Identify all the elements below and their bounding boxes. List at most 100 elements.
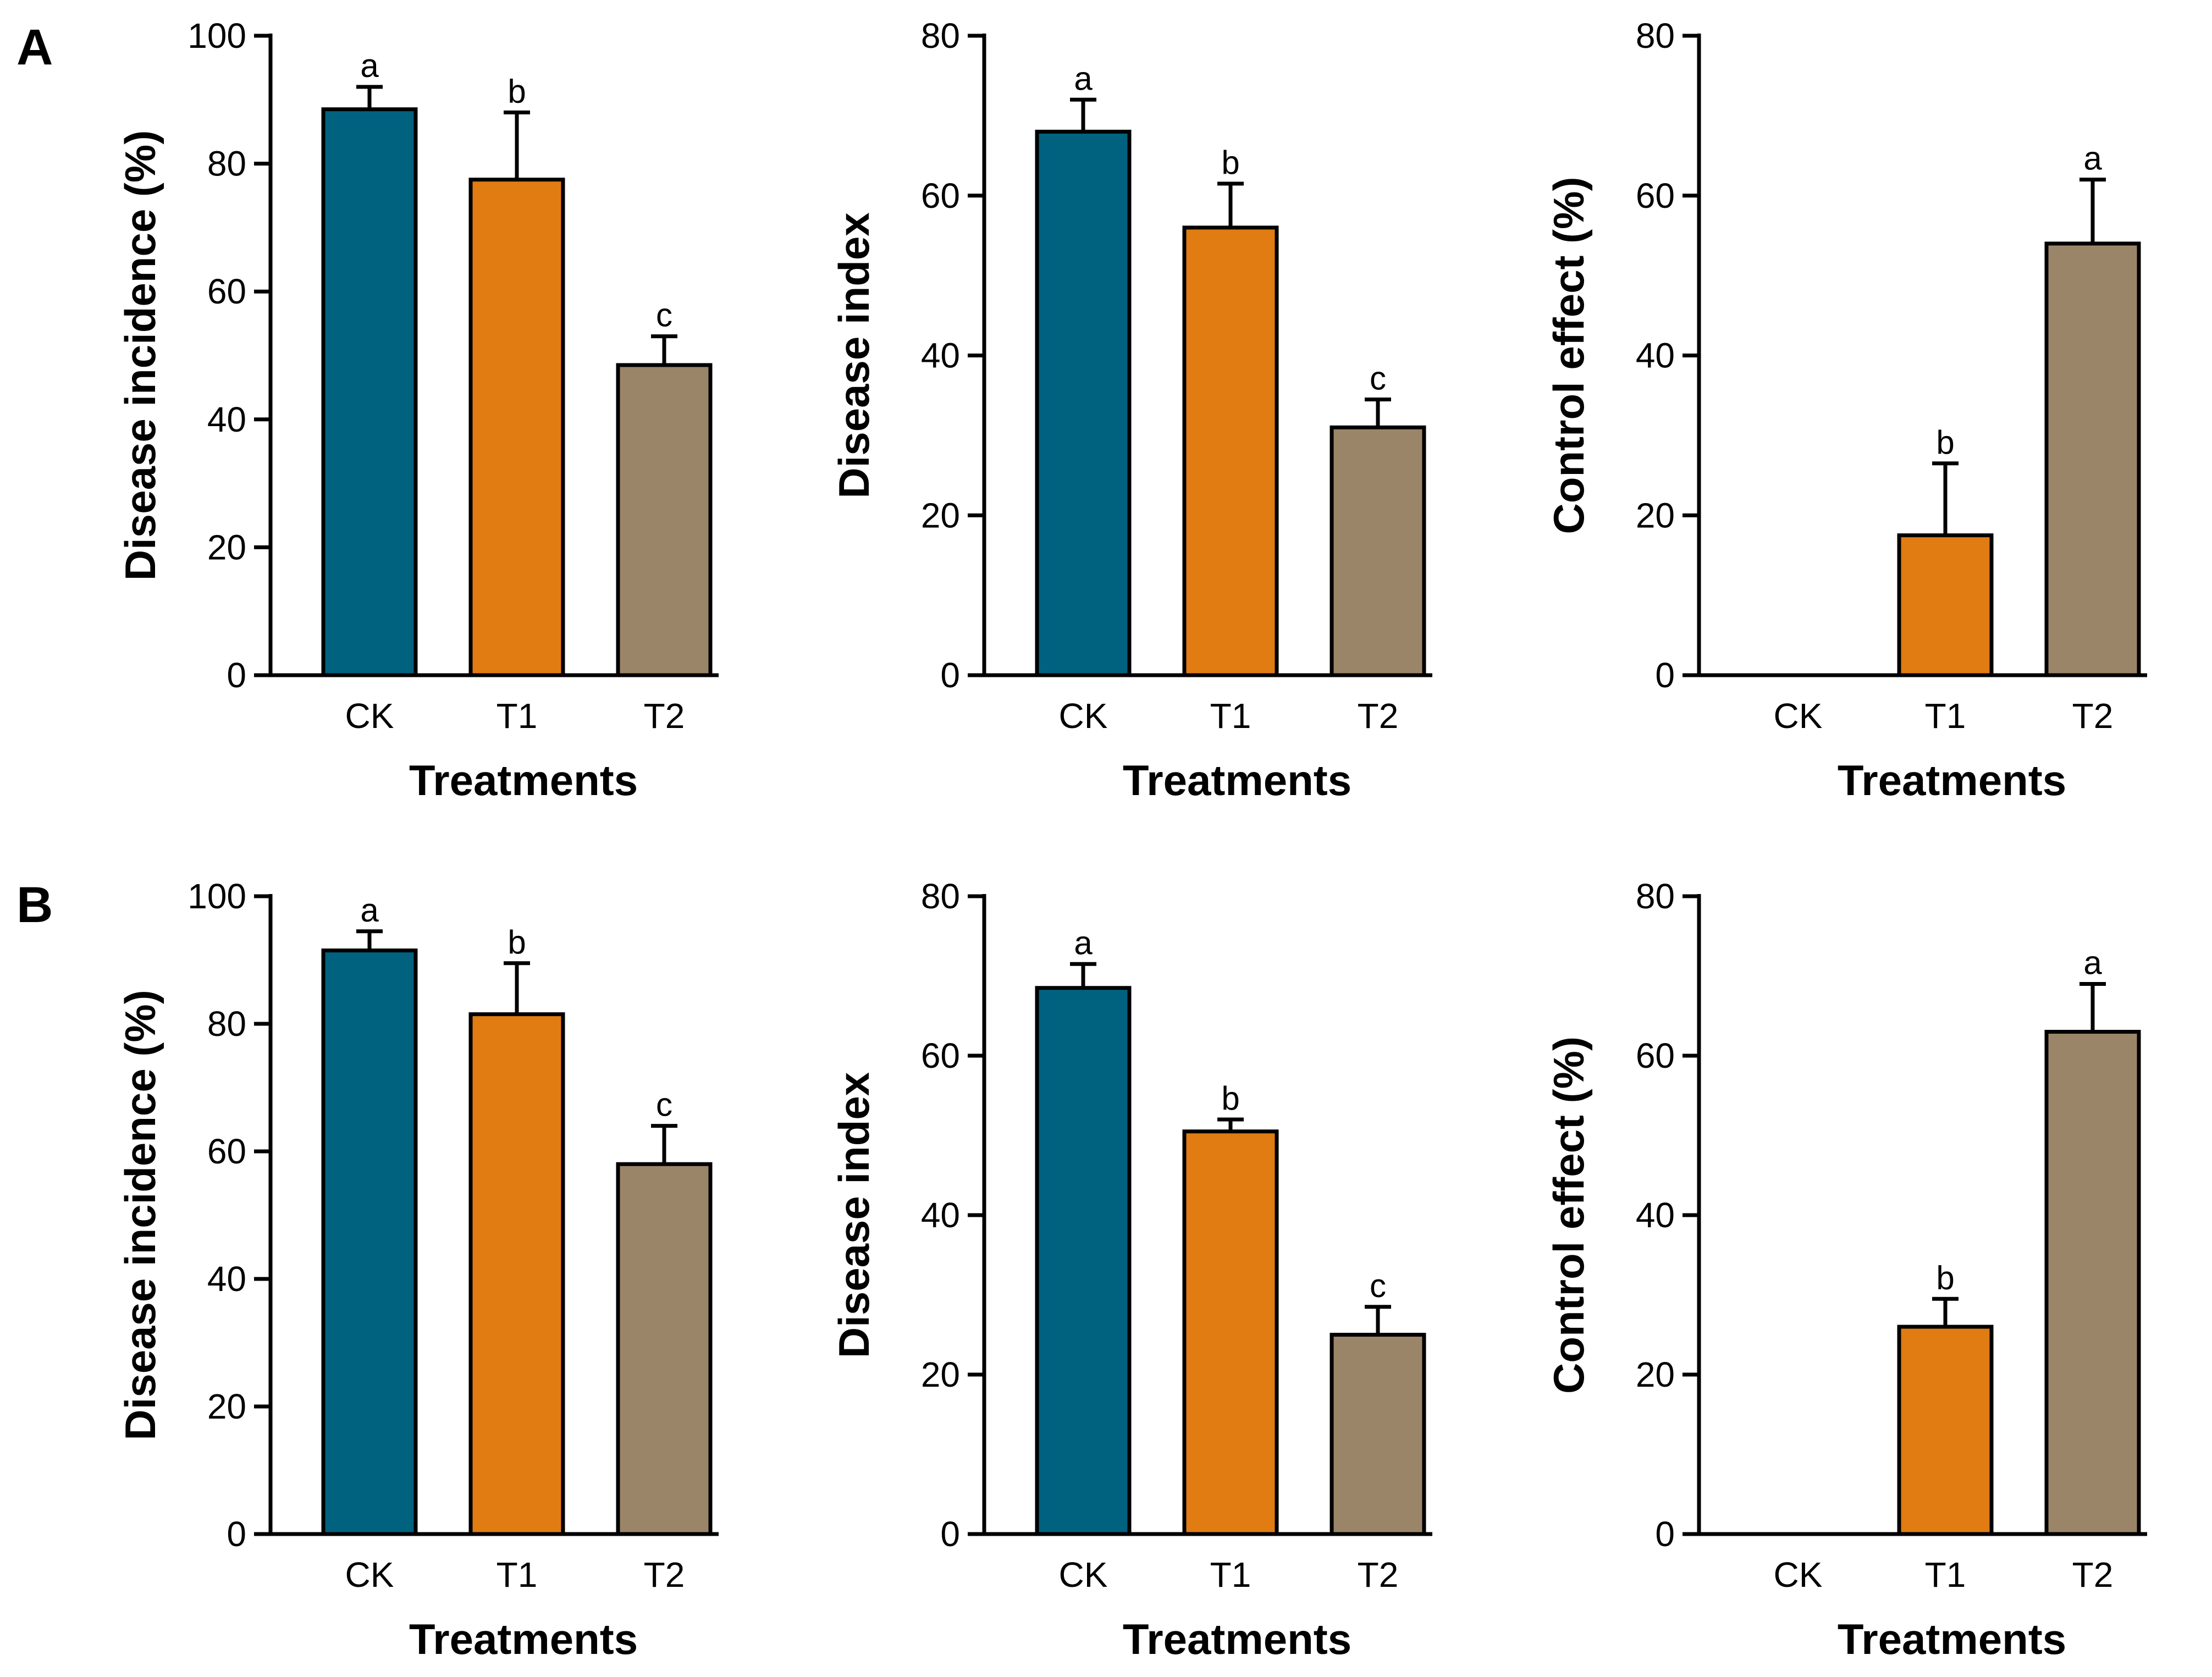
- y-tick-label: 80: [1636, 876, 1675, 916]
- bar-t2: [2044, 1030, 2141, 1536]
- chart-3: CK b T1 a T2 0 20 40 60 80 Treatments Control effec…: [1544, 16, 2147, 804]
- x-tick-label-ck: CK: [1059, 696, 1108, 736]
- y-tick-label: 60: [207, 272, 246, 311]
- y-axis-title: Control effect (%): [1544, 177, 1593, 534]
- y-axis-title: Disease index: [830, 1072, 878, 1358]
- x-tick-label-ck: CK: [1059, 1555, 1108, 1595]
- y-tick-label: 60: [207, 1132, 246, 1171]
- y-tick-label: 20: [921, 1355, 960, 1394]
- x-tick-label-t1: T1: [1925, 696, 1966, 736]
- significance-letter-t2: c: [656, 297, 672, 334]
- y-tick-label: 0: [227, 655, 246, 695]
- significance-letter-ck: a: [1074, 60, 1093, 97]
- x-tick-label-ck: CK: [1774, 1555, 1823, 1595]
- bar-ck: [1035, 129, 1132, 677]
- x-tick-label-t1: T1: [497, 1555, 538, 1595]
- x-tick-label-t2: T2: [2072, 696, 2114, 736]
- panel-label-a: A: [16, 19, 53, 75]
- y-tick-label: 0: [1655, 1514, 1675, 1554]
- x-axis-title: Treatments: [1838, 1615, 2066, 1663]
- y-tick-label: 20: [1636, 495, 1675, 535]
- x-axis-title: Treatments: [1123, 1615, 1352, 1663]
- y-tick-label: 0: [940, 655, 960, 695]
- y-tick-label: 60: [921, 1036, 960, 1075]
- y-tick-label: 100: [187, 876, 246, 916]
- y-tick-label: 60: [921, 176, 960, 216]
- y-tick-label: 20: [1636, 1355, 1675, 1394]
- bar-ck: [321, 107, 418, 677]
- bar-t2: [616, 363, 713, 677]
- significance-letter-ck: a: [360, 892, 379, 929]
- bar-t1: [468, 178, 565, 677]
- y-tick-label: 0: [940, 1514, 960, 1554]
- significance-letter-t1: b: [508, 924, 526, 961]
- significance-letter-t1: b: [1936, 1259, 1954, 1296]
- x-tick-label-t1: T1: [1925, 1555, 1966, 1595]
- x-tick-label-ck: CK: [345, 1555, 394, 1595]
- significance-letter-t1: b: [1221, 144, 1239, 181]
- bar-t2: [2044, 241, 2141, 677]
- y-tick-label: 60: [1636, 1036, 1675, 1075]
- y-tick-label: 40: [1636, 336, 1675, 376]
- significance-letter-t2: a: [2083, 140, 2102, 177]
- y-tick-label: 80: [1636, 16, 1675, 56]
- x-axis-title: Treatments: [409, 756, 638, 804]
- y-axis-title: Control effect (%): [1544, 1036, 1593, 1394]
- chart-1: a CK b T1 c T2 0 20 40 60 80 100 Treatments Disease i…: [116, 16, 719, 804]
- significance-letter-t2: c: [656, 1086, 672, 1123]
- significance-letter-t1: b: [508, 73, 526, 110]
- y-tick-label: 40: [921, 1195, 960, 1235]
- chart-5: a CK b T1 c T2 0 20 40 60 80 Treatments Disease inde…: [830, 876, 1432, 1663]
- bar-t1: [468, 1012, 565, 1536]
- x-tick-label-t2: T2: [1358, 1555, 1399, 1595]
- x-tick-label-t1: T1: [1210, 696, 1251, 736]
- x-axis-title: Treatments: [1838, 756, 2066, 804]
- bar-t1: [1182, 1129, 1279, 1536]
- significance-letter-t2: a: [2083, 945, 2102, 981]
- bar-t2: [1330, 1333, 1426, 1536]
- bar-t1: [1897, 1325, 1994, 1536]
- y-tick-label: 20: [207, 1387, 246, 1426]
- bar-t2: [1330, 425, 1426, 677]
- y-tick-label: 80: [207, 144, 246, 184]
- significance-letter-t2: c: [1370, 1267, 1386, 1304]
- significance-letter-t2: c: [1370, 360, 1386, 396]
- y-tick-label: 80: [921, 876, 960, 916]
- significance-letter-ck: a: [1074, 924, 1093, 961]
- x-axis-title: Treatments: [409, 1615, 638, 1663]
- x-tick-label-t2: T2: [2072, 1555, 2114, 1595]
- bar-t1: [1897, 533, 1994, 677]
- x-tick-label-ck: CK: [345, 696, 394, 736]
- y-axis-title: Disease incidence (%): [116, 130, 164, 581]
- y-tick-label: 0: [227, 1514, 246, 1554]
- y-tick-label: 20: [207, 527, 246, 567]
- y-tick-label: 40: [207, 400, 246, 439]
- y-axis-title: Disease incidence (%): [116, 990, 164, 1440]
- y-tick-label: 40: [921, 336, 960, 376]
- x-tick-label-t2: T2: [1358, 696, 1399, 736]
- bar-ck: [321, 948, 418, 1536]
- y-tick-label: 40: [207, 1259, 246, 1299]
- x-tick-label-ck: CK: [1774, 696, 1823, 736]
- x-tick-label-t2: T2: [644, 1555, 685, 1595]
- x-axis-title: Treatments: [1123, 756, 1352, 804]
- bar-t1: [1182, 225, 1279, 677]
- significance-letter-ck: a: [360, 47, 379, 84]
- y-tick-label: 40: [1636, 1195, 1675, 1235]
- y-tick-label: 100: [187, 16, 246, 56]
- y-tick-label: 60: [1636, 176, 1675, 216]
- x-tick-label-t1: T1: [497, 696, 538, 736]
- panel-label-b: B: [16, 877, 53, 933]
- significance-letter-t1: b: [1936, 424, 1954, 461]
- y-tick-label: 80: [207, 1004, 246, 1044]
- x-tick-label-t1: T1: [1210, 1555, 1251, 1595]
- significance-letter-t1: b: [1221, 1080, 1239, 1117]
- bar-t2: [616, 1162, 713, 1536]
- chart-4: a CK b T1 c T2 0 20 40 60 80 100 Treatments Disease i…: [116, 876, 719, 1663]
- chart-6: CK b T1 a T2 0 20 40 60 80 Treatments Control effec…: [1544, 876, 2147, 1663]
- y-tick-label: 20: [921, 495, 960, 535]
- x-tick-label-t2: T2: [644, 696, 685, 736]
- chart-2: a CK b T1 c T2 0 20 40 60 80 Treatments Disease inde…: [830, 16, 1432, 804]
